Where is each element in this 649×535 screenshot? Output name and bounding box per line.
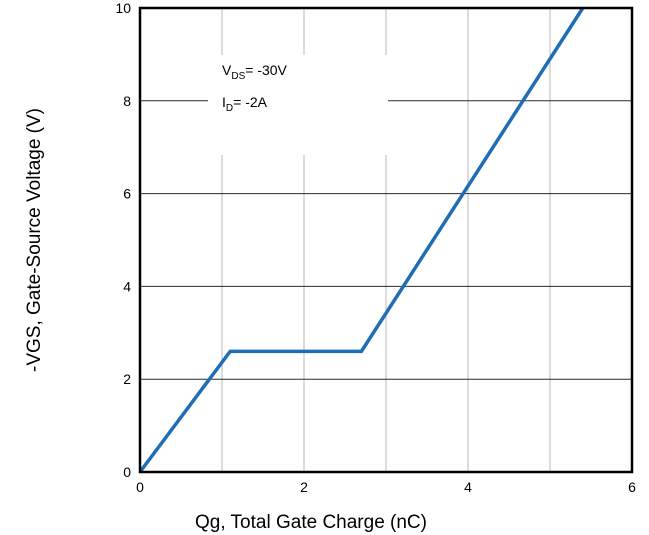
x-tick-label: 6 [628, 479, 636, 495]
vds-annotation-rest: = -30V [245, 62, 287, 78]
id-annotation-sub: D [226, 103, 233, 114]
x-tick-labels: 0 2 4 6 [136, 479, 636, 495]
x-tick-label: 4 [464, 479, 472, 495]
annotation-background [208, 55, 388, 155]
y-tick-label: 0 [123, 464, 131, 480]
x-axis-title: Qg, Total Gate Charge (nC) [195, 512, 427, 533]
vds-annotation: VDS= -30V [222, 62, 288, 82]
id-annotation: ID= -2A [222, 94, 268, 114]
y-tick-labels: 0 2 4 6 8 10 [115, 0, 131, 480]
vds-annotation-main: V [222, 62, 232, 78]
y-tick-label: 2 [123, 371, 131, 387]
plot-frame [138, 6, 634, 474]
x-tick-label: 0 [136, 479, 144, 495]
y-tick-label: 4 [123, 278, 131, 294]
id-annotation-rest: = -2A [233, 94, 268, 110]
y-tick-label: 8 [123, 93, 131, 109]
y-tick-label: 6 [123, 186, 131, 202]
y-tick-label: 10 [115, 0, 131, 16]
y-axis-title: -VGS, Gate-Source Voltage (V) [24, 108, 45, 372]
id-annotation-main: I [222, 94, 226, 110]
vds-annotation-sub: DS [231, 71, 245, 82]
series-line [138, 7, 585, 474]
x-tick-label: 2 [300, 479, 308, 495]
